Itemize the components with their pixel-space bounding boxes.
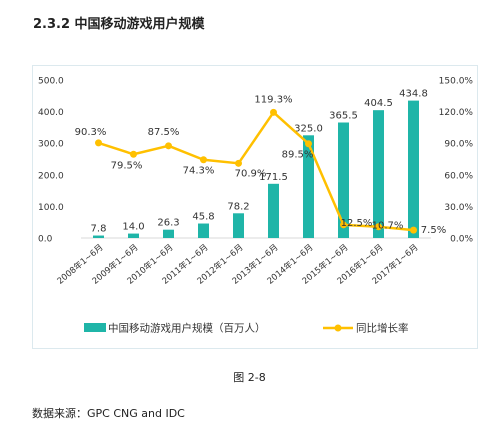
y-right-tick-label: 30.0% xyxy=(444,203,473,213)
bar-value-label: 434.8 xyxy=(399,89,428,100)
line-value-label: 10.7% xyxy=(372,221,404,232)
data-source: 数据来源：GPC CNG and IDC xyxy=(32,407,185,420)
growth-chart: 0.0 100.0 200.0 300.0 400.0 500.0 0.0% 30.0% 60.… xyxy=(38,77,474,335)
bar xyxy=(198,223,209,238)
growth-rate-point xyxy=(200,156,207,164)
legend-line-marker xyxy=(334,324,342,332)
chart-frame: 0.0 100.0 200.0 300.0 400.0 500.0 0.0% 30.0% 60.… xyxy=(32,65,478,349)
bar-value-label: 78.2 xyxy=(227,201,249,212)
y-left-tick-label: 100.0 xyxy=(38,203,64,213)
bar-value-label: 404.5 xyxy=(364,98,393,109)
y-right-tick-label: 150.0% xyxy=(439,77,474,87)
line-value-label: 119.3% xyxy=(254,94,292,105)
bar xyxy=(373,110,384,238)
bar xyxy=(303,135,314,238)
bar-value-label: 171.5 xyxy=(259,172,288,183)
line-value-label: 74.3% xyxy=(183,166,215,177)
growth-rate-point xyxy=(130,150,137,158)
legend-line-label: 同比增长率 xyxy=(356,322,409,335)
y-right-tick-label: 120.0% xyxy=(439,108,474,118)
bar xyxy=(233,213,244,238)
bar xyxy=(338,122,349,238)
bar-value-label: 7.8 xyxy=(91,224,107,235)
line-value-label: 89.5% xyxy=(282,150,314,161)
line-value-label: 70.9% xyxy=(235,168,267,179)
y-right-tick-label: 0.0% xyxy=(450,235,473,245)
growth-rate-point xyxy=(410,226,417,234)
bar xyxy=(268,183,279,238)
line-value-label: 90.3% xyxy=(75,127,107,138)
growth-rate-line xyxy=(98,111,414,232)
growth-rate-point xyxy=(95,139,102,147)
bar-value-label: 26.3 xyxy=(157,218,179,229)
growth-rate-point xyxy=(340,221,347,229)
bar-value-label: 14.0 xyxy=(122,222,144,233)
growth-rate-point xyxy=(305,140,312,148)
growth-rate-point xyxy=(270,108,277,116)
bar xyxy=(128,233,139,238)
bar xyxy=(163,229,174,238)
y-right-tick-label: 60.0% xyxy=(444,171,473,181)
bar xyxy=(408,100,419,238)
growth-rate-point xyxy=(375,223,382,231)
line-value-label: 12.5% xyxy=(341,218,373,229)
line-value-label: 7.5% xyxy=(421,225,446,236)
line-value-label: 87.5% xyxy=(148,127,180,138)
section-heading: 2.3.2 中国移动游戏用户规模 xyxy=(33,17,205,32)
y-left-tick-label: 300.0 xyxy=(38,140,64,150)
figure-caption: 图 2-8 xyxy=(233,371,266,384)
growth-rate-point xyxy=(235,159,242,167)
bar-value-label: 365.5 xyxy=(329,111,358,122)
growth-rate-point xyxy=(165,142,172,150)
legend-bar-label: 中国移动游戏用户规模（百万人） xyxy=(108,322,266,335)
y-left-tick-label: 0.0 xyxy=(38,235,53,245)
legend-bar-swatch xyxy=(84,323,106,332)
y-left-tick-label: 200.0 xyxy=(38,171,64,181)
y-left-tick-label: 500.0 xyxy=(38,77,64,87)
bar-value-label: 45.8 xyxy=(192,212,214,223)
bar-value-label: 325.0 xyxy=(294,123,323,134)
bar xyxy=(93,235,104,238)
y-right-tick-label: 90.0% xyxy=(444,140,473,150)
y-left-tick-label: 400.0 xyxy=(38,108,64,118)
line-value-label: 79.5% xyxy=(111,160,143,171)
